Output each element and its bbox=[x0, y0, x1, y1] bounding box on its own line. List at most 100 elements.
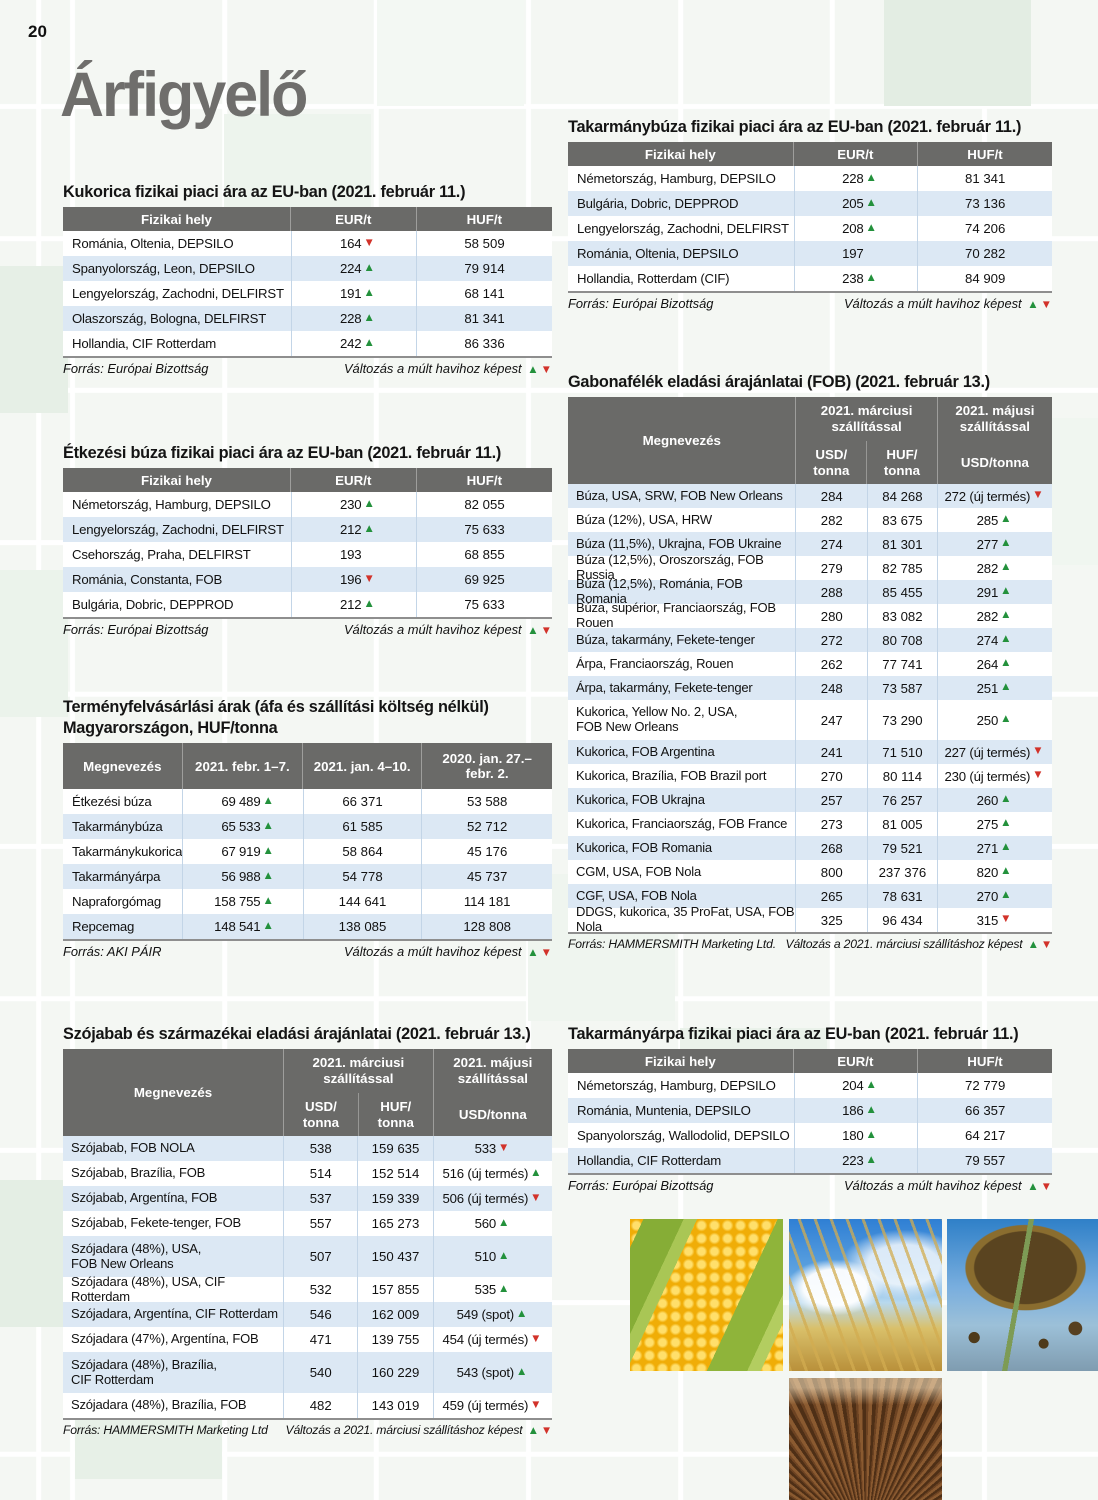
up-triangle-icon: ▲ bbox=[865, 1078, 877, 1091]
up-triangle-icon: ▲ bbox=[1000, 513, 1012, 526]
table-row: Csehország, Praha, DELFIRST 193 68 855 bbox=[63, 542, 552, 568]
may-price-cell: 459 (új termés) ▼ bbox=[432, 1393, 552, 1419]
table-row: Románia, Oltenia, DEPSILO 164 ▼ 58 509 bbox=[63, 231, 552, 257]
may-price-value: 230 (új termés) bbox=[944, 768, 1031, 784]
usd-price-cell: 241 bbox=[795, 740, 867, 765]
table-footer: Forrás: Európai Bizottság Változás a múlt… bbox=[568, 1173, 1052, 1194]
eur-value: 180 bbox=[842, 1128, 864, 1144]
eur-price-cell: 164 ▼ bbox=[290, 231, 416, 257]
table-row: Szójadara (48%), Brazília, FOB 482 143 019… bbox=[63, 1393, 552, 1419]
current-week-cell: 65 533 ▲ bbox=[182, 814, 302, 840]
march-subheaders: USD/ tonna HUF/ tonna bbox=[284, 1093, 433, 1137]
down-triangle-icon: ▼ bbox=[540, 947, 552, 960]
may-price-value: 535 bbox=[474, 1282, 497, 1298]
column-header: EUR/t bbox=[792, 142, 917, 167]
up-triangle-icon: ▲ bbox=[262, 895, 274, 908]
march-subheaders: USD/ tonna HUF/ tonna bbox=[796, 441, 936, 485]
may-price-cell: 274 ▲ bbox=[936, 628, 1052, 653]
commodity-cell: Kukorica, Yellow No. 2, USA, FOB New Orl… bbox=[576, 704, 738, 735]
table-title: Étkezési búza fizikai piaci ára az EU-ba… bbox=[63, 444, 502, 462]
may-price-value: 250 bbox=[976, 712, 999, 728]
table-row: Szójadara (48%), Brazília, CIF Rotterdam… bbox=[63, 1352, 552, 1394]
huf-price-cell: 81 005 bbox=[867, 812, 937, 837]
may-price-cell: 282 ▲ bbox=[936, 556, 1052, 581]
down-triangle-icon: ▼ bbox=[530, 1191, 542, 1204]
price-value: 148 541 bbox=[214, 919, 261, 935]
eur-value: 197 bbox=[842, 246, 864, 262]
usd-price-cell: 538 bbox=[283, 1136, 357, 1162]
up-triangle-icon: ▲ bbox=[1000, 793, 1012, 806]
commodity-cell: Árpa, takarmány, Fekete-tenger bbox=[576, 679, 753, 695]
table-row: Takarmánybúza 65 533 ▲ 61 585 52 712 bbox=[63, 814, 552, 840]
eur-price-cell: 204 ▲ bbox=[793, 1073, 918, 1099]
source-label: Forrás: HAMMERSMITH Marketing Ltd. bbox=[568, 937, 776, 952]
eur-value: 230 bbox=[340, 497, 362, 513]
huf-price-cell: 162 009 bbox=[357, 1302, 432, 1328]
commodity-cell: Szójadara, Argentína, CIF Rotterdam bbox=[71, 1306, 278, 1322]
may-price-cell: 264 ▲ bbox=[936, 652, 1052, 677]
huf-price-cell: 64 217 bbox=[917, 1123, 1052, 1149]
offer-table: Megnevezés 2021. márciusi szállítással USD… bbox=[568, 397, 1052, 934]
up-triangle-icon: ▲ bbox=[262, 870, 274, 883]
price-table: Fizikai hely EUR/t HUF/t Németország, Hambu… bbox=[63, 468, 552, 618]
eur-price-cell: 228 ▲ bbox=[290, 306, 416, 332]
huf-price-cell: 83 675 bbox=[867, 508, 937, 533]
commodity-cell: Kukorica, FOB Argentina bbox=[576, 743, 715, 759]
usd-price-cell: 532 bbox=[283, 1277, 357, 1303]
huf-price-cell: 75 633 bbox=[416, 592, 552, 618]
table-row: Németország, Hamburg, DEPSILO 228 ▲ 81 341 bbox=[568, 166, 1052, 192]
usd-price-cell: 325 bbox=[795, 908, 867, 933]
huf-price-cell: 80 114 bbox=[867, 764, 937, 789]
may-price-cell: 516 (új termés) ▲ bbox=[432, 1161, 552, 1187]
may-price-cell: 282 ▲ bbox=[936, 604, 1052, 629]
may-price-value: 510 bbox=[474, 1249, 497, 1265]
up-triangle-icon: ▲ bbox=[1000, 585, 1012, 598]
column-header: 2020. jan. 27.– febr. 2. bbox=[421, 743, 552, 790]
may-price-value: 277 bbox=[976, 536, 999, 552]
table-row: Szójadara (48%), USA, FOB New Orleans 507… bbox=[63, 1236, 552, 1278]
commodity-cell: Kukorica, Brazília, FOB Brazil port bbox=[576, 767, 767, 783]
previous-week-cell: 144 641 bbox=[302, 889, 422, 915]
may-price-value: 275 bbox=[976, 816, 999, 832]
change-note-text: Változás a 2021. márciusi szállításhoz k… bbox=[785, 937, 1026, 952]
grain-offers-table: Gabonafélék eladási árajánlatai (FOB) (2… bbox=[568, 372, 1052, 952]
column-header: HUF/t bbox=[415, 468, 552, 493]
eur-value: 204 bbox=[842, 1078, 864, 1094]
down-triangle-icon: ▼ bbox=[1040, 299, 1052, 312]
eur-price-cell: 186 ▲ bbox=[793, 1098, 918, 1124]
down-triangle-icon: ▼ bbox=[1032, 489, 1044, 502]
place-cell: Spanyolország, Wallodolid, DEPSILO bbox=[577, 1128, 790, 1144]
place-cell: Hollandia, CIF Rotterdam bbox=[577, 1153, 721, 1169]
table-row: Szójadara (47%), Argentína, FOB 471 139 75… bbox=[63, 1327, 552, 1353]
down-triangle-icon: ▼ bbox=[1032, 745, 1044, 758]
table-row: Románia, Oltenia, DEPSILO 197 70 282 bbox=[568, 241, 1052, 267]
usd-price-cell: 268 bbox=[795, 836, 867, 861]
table-footer: Forrás: Európai Bizottság Változás a múlt… bbox=[63, 356, 552, 377]
may-price-cell: 260 ▲ bbox=[936, 788, 1052, 813]
huf-price-cell: 152 514 bbox=[357, 1161, 432, 1187]
eur-price-cell: 224 ▲ bbox=[290, 256, 416, 282]
commodity-cell: Szójabab, Brazília, FOB bbox=[71, 1165, 206, 1181]
usd-price-cell: 279 bbox=[795, 556, 867, 581]
huf-price-cell: 84 268 bbox=[867, 484, 937, 509]
may-unit-label: USD/tonna bbox=[960, 455, 1029, 471]
table-row: Lengyelország, Zachodni, DELFIRST 208 ▲ 74 … bbox=[568, 216, 1052, 242]
commodity-cell: CGF, USA, FOB Nola bbox=[576, 887, 697, 903]
wheat-ears-photo bbox=[789, 1219, 942, 1371]
march-group-label: 2021. márciusi szállítással bbox=[820, 403, 913, 435]
price-table: Fizikai hely EUR/t HUF/t Románia, Oltenia, … bbox=[63, 207, 552, 357]
huf-price-cell: 237 376 bbox=[867, 860, 937, 885]
table-row: Románia, Muntenia, DEPSILO 186 ▲ 66 357 bbox=[568, 1098, 1052, 1124]
up-triangle-icon: ▲ bbox=[527, 947, 539, 960]
current-week-cell: 148 541 ▲ bbox=[182, 914, 302, 940]
commodity-cell: Szójadara (48%), USA, FOB New Orleans bbox=[71, 1240, 202, 1271]
place-cell: Lengyelország, Zachodni, DELFIRST bbox=[577, 221, 789, 237]
up-triangle-icon: ▲ bbox=[1000, 841, 1012, 854]
usd-price-cell: 282 bbox=[795, 508, 867, 533]
table-header-row: Megnevezés 2021. márciusi szállítással USD… bbox=[63, 1049, 552, 1137]
usd-price-cell: 288 bbox=[795, 580, 867, 605]
down-triangle-icon: ▼ bbox=[363, 572, 375, 585]
place-cell: Bulgária, Dobric, DEPPROD bbox=[72, 597, 234, 613]
usd-subheader: USD/ tonna bbox=[302, 1099, 340, 1130]
may-price-value: 271 bbox=[976, 840, 999, 856]
